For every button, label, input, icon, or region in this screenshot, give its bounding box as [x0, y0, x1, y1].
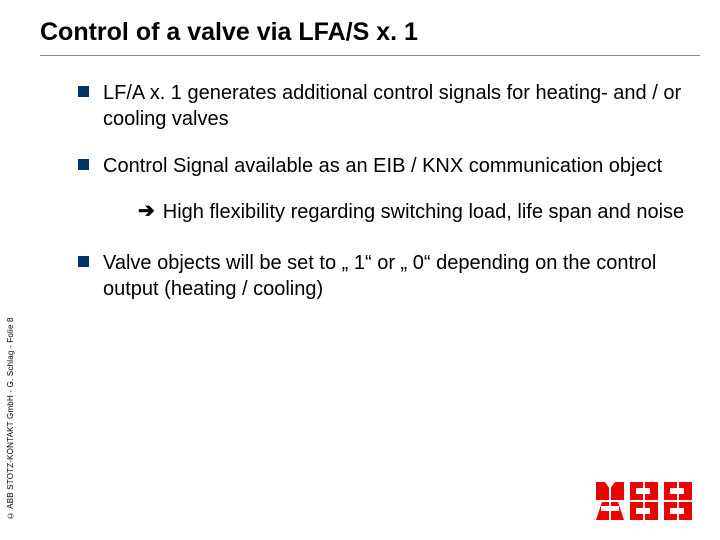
bullet-item: Valve objects will be set to „ 1“ or „ 0…	[78, 250, 690, 303]
title-rule	[40, 55, 700, 56]
square-bullet-icon	[78, 256, 89, 267]
abb-logo	[596, 482, 696, 522]
abb-logo-icon	[596, 482, 696, 522]
arrow-bullet-icon: ➔	[138, 199, 155, 223]
copyright-credit: © ABB STOTZ-KONTAKT GmbH - G. Schlag - F…	[6, 240, 22, 520]
bullet-text: High flexibility regarding switching loa…	[163, 199, 684, 225]
square-bullet-icon	[78, 86, 89, 97]
slide-title: Control of a valve via LFA/S x. 1	[40, 18, 700, 53]
content-area: LF/A x. 1 generates additional control s…	[78, 80, 690, 322]
bullet-item: Control Signal available as an EIB / KNX…	[78, 153, 690, 179]
bullet-text: Control Signal available as an EIB / KNX…	[103, 153, 662, 179]
bullet-item-indented: ➔ High flexibility regarding switching l…	[138, 199, 690, 225]
bullet-text: LF/A x. 1 generates additional control s…	[103, 80, 690, 133]
slide: Control of a valve via LFA/S x. 1 LF/A x…	[0, 0, 720, 540]
bullet-text: Valve objects will be set to „ 1“ or „ 0…	[103, 250, 690, 303]
bullet-item: LF/A x. 1 generates additional control s…	[78, 80, 690, 133]
title-area: Control of a valve via LFA/S x. 1	[40, 18, 700, 56]
square-bullet-icon	[78, 159, 89, 170]
